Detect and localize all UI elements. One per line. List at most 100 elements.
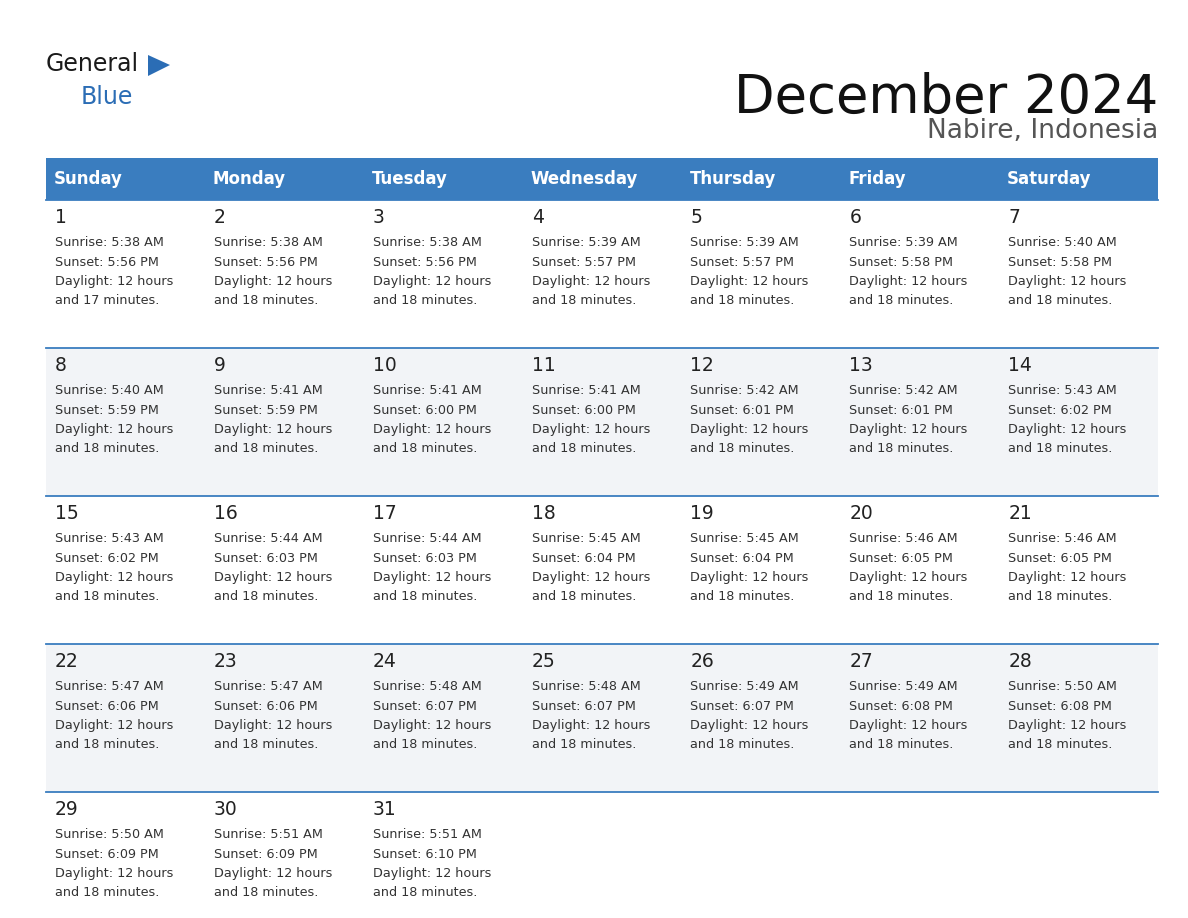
Text: 21: 21 — [1009, 504, 1032, 523]
Text: and 18 minutes.: and 18 minutes. — [373, 295, 478, 308]
Text: and 18 minutes.: and 18 minutes. — [1009, 738, 1112, 752]
Text: 31: 31 — [373, 800, 397, 819]
Text: Sunrise: 5:40 AM: Sunrise: 5:40 AM — [55, 384, 164, 397]
Bar — [999, 158, 1158, 200]
Text: and 18 minutes.: and 18 minutes. — [531, 738, 636, 752]
Bar — [364, 200, 523, 348]
Text: Daylight: 12 hours: Daylight: 12 hours — [849, 719, 968, 732]
Text: Sunrise: 5:42 AM: Sunrise: 5:42 AM — [849, 384, 958, 397]
Text: 24: 24 — [373, 652, 397, 671]
Text: and 18 minutes.: and 18 minutes. — [55, 738, 159, 752]
Text: Daylight: 12 hours: Daylight: 12 hours — [690, 719, 809, 732]
Text: Sunrise: 5:49 AM: Sunrise: 5:49 AM — [690, 680, 800, 693]
Bar — [682, 200, 840, 348]
Text: Sunrise: 5:40 AM: Sunrise: 5:40 AM — [1009, 236, 1117, 249]
Text: 12: 12 — [690, 356, 714, 375]
Text: Sunset: 6:07 PM: Sunset: 6:07 PM — [531, 700, 636, 712]
Text: 8: 8 — [55, 356, 67, 375]
Text: Daylight: 12 hours: Daylight: 12 hours — [214, 571, 333, 584]
Text: Sunrise: 5:50 AM: Sunrise: 5:50 AM — [1009, 680, 1117, 693]
Text: and 18 minutes.: and 18 minutes. — [531, 295, 636, 308]
Bar — [523, 158, 682, 200]
Text: 14: 14 — [1009, 356, 1032, 375]
Text: Sunset: 6:00 PM: Sunset: 6:00 PM — [373, 404, 476, 417]
Text: Sunrise: 5:51 AM: Sunrise: 5:51 AM — [373, 828, 481, 841]
Bar — [364, 158, 523, 200]
Text: Sunset: 5:59 PM: Sunset: 5:59 PM — [214, 404, 317, 417]
Bar — [204, 792, 364, 918]
Bar — [204, 644, 364, 792]
Text: Sunrise: 5:45 AM: Sunrise: 5:45 AM — [531, 532, 640, 545]
Text: and 18 minutes.: and 18 minutes. — [214, 738, 318, 752]
Bar — [840, 348, 999, 496]
Text: and 18 minutes.: and 18 minutes. — [849, 590, 954, 603]
Text: Sunset: 6:10 PM: Sunset: 6:10 PM — [373, 847, 476, 860]
Text: Daylight: 12 hours: Daylight: 12 hours — [1009, 275, 1126, 288]
Bar — [46, 158, 204, 200]
Text: Sunset: 5:56 PM: Sunset: 5:56 PM — [214, 255, 317, 268]
Text: Sunset: 6:04 PM: Sunset: 6:04 PM — [690, 552, 795, 565]
Text: Sunrise: 5:41 AM: Sunrise: 5:41 AM — [373, 384, 481, 397]
Bar — [999, 496, 1158, 644]
Text: Daylight: 12 hours: Daylight: 12 hours — [531, 719, 650, 732]
Bar — [682, 348, 840, 496]
Text: Daylight: 12 hours: Daylight: 12 hours — [1009, 571, 1126, 584]
Text: Sunrise: 5:46 AM: Sunrise: 5:46 AM — [1009, 532, 1117, 545]
Text: Sunset: 6:00 PM: Sunset: 6:00 PM — [531, 404, 636, 417]
Bar — [46, 496, 204, 644]
Text: Sunrise: 5:42 AM: Sunrise: 5:42 AM — [690, 384, 800, 397]
Bar — [682, 496, 840, 644]
Text: Sunrise: 5:39 AM: Sunrise: 5:39 AM — [849, 236, 958, 249]
Text: 16: 16 — [214, 504, 238, 523]
Text: and 18 minutes.: and 18 minutes. — [690, 295, 795, 308]
Text: and 18 minutes.: and 18 minutes. — [373, 590, 478, 603]
Text: 28: 28 — [1009, 652, 1032, 671]
Text: 3: 3 — [373, 208, 385, 227]
Text: 5: 5 — [690, 208, 702, 227]
Text: and 18 minutes.: and 18 minutes. — [849, 442, 954, 455]
Bar — [523, 496, 682, 644]
Text: and 18 minutes.: and 18 minutes. — [1009, 442, 1112, 455]
Text: Daylight: 12 hours: Daylight: 12 hours — [55, 275, 173, 288]
Text: 11: 11 — [531, 356, 555, 375]
Text: Blue: Blue — [81, 85, 133, 109]
Text: 23: 23 — [214, 652, 238, 671]
Text: Sunrise: 5:47 AM: Sunrise: 5:47 AM — [214, 680, 323, 693]
Text: and 18 minutes.: and 18 minutes. — [690, 738, 795, 752]
Bar — [46, 644, 204, 792]
Text: Daylight: 12 hours: Daylight: 12 hours — [373, 867, 491, 880]
Text: Daylight: 12 hours: Daylight: 12 hours — [214, 423, 333, 436]
Text: 1: 1 — [55, 208, 67, 227]
Text: 26: 26 — [690, 652, 714, 671]
Text: Daylight: 12 hours: Daylight: 12 hours — [849, 423, 968, 436]
Text: 7: 7 — [1009, 208, 1020, 227]
Text: Sunrise: 5:51 AM: Sunrise: 5:51 AM — [214, 828, 323, 841]
Text: Sunrise: 5:39 AM: Sunrise: 5:39 AM — [690, 236, 800, 249]
Text: Sunday: Sunday — [53, 170, 122, 188]
Text: Wednesday: Wednesday — [531, 170, 638, 188]
Text: Sunrise: 5:48 AM: Sunrise: 5:48 AM — [373, 680, 481, 693]
Text: Daylight: 12 hours: Daylight: 12 hours — [55, 571, 173, 584]
Text: Tuesday: Tuesday — [372, 170, 448, 188]
Text: Sunset: 6:02 PM: Sunset: 6:02 PM — [1009, 404, 1112, 417]
Bar — [999, 792, 1158, 918]
Text: and 18 minutes.: and 18 minutes. — [373, 442, 478, 455]
Text: Sunset: 6:09 PM: Sunset: 6:09 PM — [55, 847, 159, 860]
Text: Daylight: 12 hours: Daylight: 12 hours — [531, 275, 650, 288]
Text: Daylight: 12 hours: Daylight: 12 hours — [55, 719, 173, 732]
Text: Sunset: 6:08 PM: Sunset: 6:08 PM — [1009, 700, 1112, 712]
Text: Sunset: 6:05 PM: Sunset: 6:05 PM — [1009, 552, 1112, 565]
Bar — [46, 348, 204, 496]
Text: and 18 minutes.: and 18 minutes. — [214, 295, 318, 308]
Text: 15: 15 — [55, 504, 78, 523]
Text: Nabire, Indonesia: Nabire, Indonesia — [927, 118, 1158, 144]
Text: 2: 2 — [214, 208, 226, 227]
Bar — [523, 348, 682, 496]
Text: 9: 9 — [214, 356, 226, 375]
Text: Daylight: 12 hours: Daylight: 12 hours — [849, 571, 968, 584]
Text: 29: 29 — [55, 800, 78, 819]
Text: Sunrise: 5:50 AM: Sunrise: 5:50 AM — [55, 828, 164, 841]
Bar — [840, 792, 999, 918]
Text: and 18 minutes.: and 18 minutes. — [1009, 295, 1112, 308]
Text: and 18 minutes.: and 18 minutes. — [690, 442, 795, 455]
